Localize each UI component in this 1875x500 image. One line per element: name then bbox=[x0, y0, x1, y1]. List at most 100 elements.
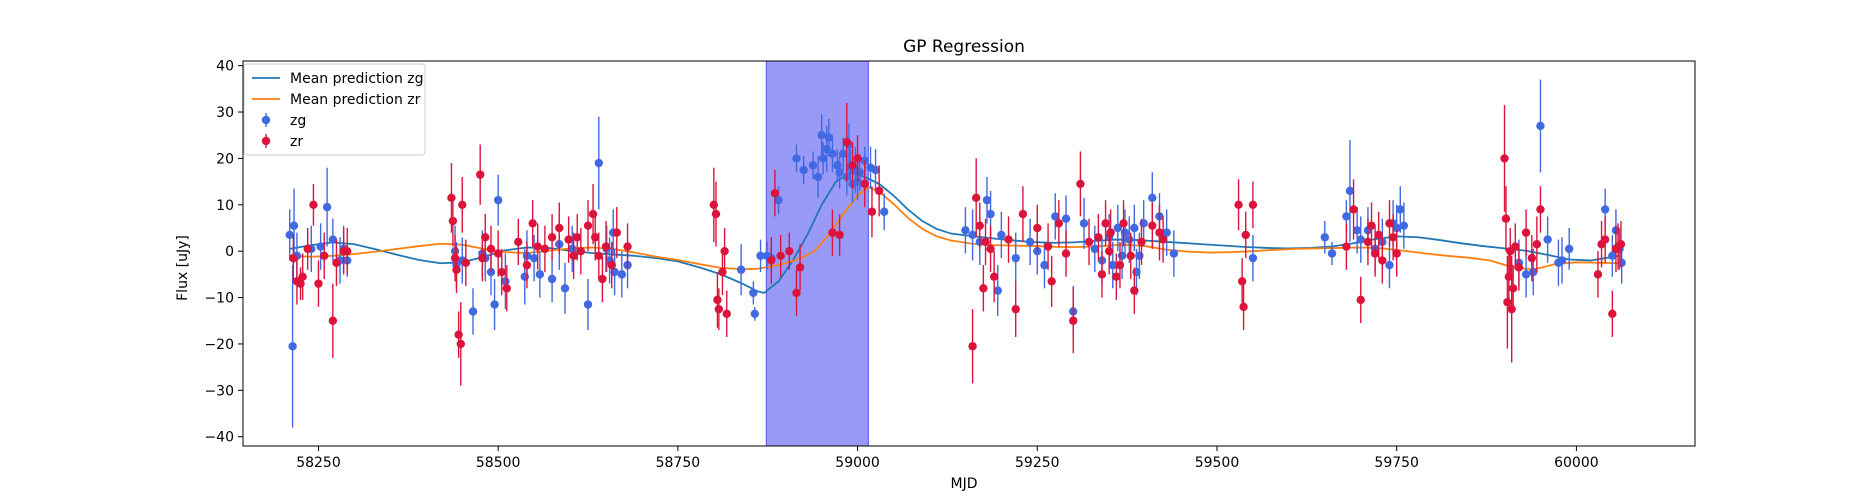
y-tick-label: −30 bbox=[204, 383, 234, 399]
data-point-zr bbox=[968, 342, 977, 351]
data-point-zr bbox=[458, 200, 467, 209]
x-tick-label: 58750 bbox=[656, 455, 701, 471]
data-point-zr bbox=[1101, 219, 1110, 228]
data-point-zg bbox=[1248, 253, 1258, 263]
data-point-zr bbox=[1018, 209, 1028, 219]
data-point-zg bbox=[824, 133, 834, 142]
data-point-zg bbox=[468, 307, 478, 316]
x-tick-label: 59750 bbox=[1374, 455, 1419, 471]
data-point-zr bbox=[1356, 295, 1365, 305]
data-point-zr bbox=[1507, 304, 1516, 314]
data-point-zr bbox=[598, 274, 607, 284]
data-point-zr bbox=[1511, 242, 1520, 251]
x-axis-label: MJD bbox=[951, 476, 978, 492]
data-point-zr bbox=[476, 170, 485, 179]
data-point-zr bbox=[971, 193, 981, 203]
legend-label: Mean prediction zr bbox=[290, 92, 421, 108]
data-point-zr bbox=[1094, 233, 1103, 242]
legend-label: zg bbox=[290, 113, 306, 129]
legend-label: Mean prediction zg bbox=[290, 71, 424, 87]
y-tick-label: 20 bbox=[216, 151, 234, 167]
data-point-zr bbox=[874, 186, 884, 196]
data-point-zr bbox=[607, 260, 616, 270]
legend-point-symbol bbox=[261, 115, 271, 125]
data-point-zg bbox=[1385, 260, 1394, 270]
data-point-zg bbox=[792, 154, 801, 163]
data-point-zg bbox=[1600, 205, 1610, 214]
data-point-zr bbox=[835, 230, 844, 240]
data-point-zr bbox=[1130, 286, 1139, 295]
data-point-zg bbox=[322, 202, 332, 212]
data-point-zg bbox=[750, 309, 759, 319]
data-point-zr bbox=[533, 242, 542, 251]
data-point-zr bbox=[1241, 230, 1250, 240]
data-point-zr bbox=[502, 284, 512, 293]
data-point-zg bbox=[1090, 244, 1099, 254]
data-point-zr bbox=[1532, 240, 1542, 249]
data-point-zg bbox=[749, 288, 758, 298]
data-point-zr bbox=[1234, 200, 1243, 209]
data-point-zr bbox=[981, 237, 990, 247]
data-point-zg bbox=[547, 274, 557, 284]
data-point-zg bbox=[839, 149, 848, 158]
data-point-zg bbox=[982, 195, 992, 205]
legend-label: zr bbox=[290, 134, 303, 150]
data-point-zr bbox=[1104, 246, 1114, 256]
data-point-zg bbox=[855, 168, 864, 177]
data-point-zg bbox=[493, 195, 503, 205]
data-point-zg bbox=[1327, 249, 1337, 258]
data-point-zr bbox=[1388, 233, 1398, 242]
data-point-zr bbox=[450, 253, 460, 263]
data-point-zg bbox=[1536, 121, 1545, 131]
y-axis-label: Flux [uJy] bbox=[175, 235, 191, 301]
data-point-zr bbox=[848, 161, 857, 170]
data-point-zr bbox=[792, 288, 801, 298]
data-point-zr bbox=[1084, 237, 1094, 247]
data-point-zg bbox=[316, 242, 325, 251]
data-point-zr bbox=[461, 258, 471, 267]
data-point-zg bbox=[1135, 251, 1144, 261]
data-point-zg bbox=[285, 230, 294, 240]
data-point-zr bbox=[1392, 249, 1401, 258]
data-point-zg bbox=[774, 195, 783, 205]
data-point-zr bbox=[1115, 260, 1125, 270]
data-point-zg bbox=[520, 272, 529, 281]
data-point-zg bbox=[1108, 260, 1117, 270]
data-point-zr bbox=[447, 193, 456, 203]
data-point-zg bbox=[617, 270, 627, 279]
data-point-zg bbox=[1543, 235, 1552, 244]
data-point-zg bbox=[1345, 186, 1355, 196]
chart-title: GP Regression bbox=[903, 37, 1025, 57]
x-tick-label: 59250 bbox=[1015, 455, 1060, 471]
data-point-zr bbox=[564, 235, 573, 244]
data-point-zg bbox=[808, 161, 818, 170]
data-point-zr bbox=[1237, 277, 1247, 286]
legend-point-symbol bbox=[261, 136, 271, 146]
axes: 58250 58500 58750 59000 59250 59500 59750 60000… bbox=[204, 59, 1696, 471]
data-point-zg bbox=[1040, 260, 1049, 270]
data-point-zr bbox=[1370, 249, 1380, 258]
x-tick-label: 59000 bbox=[835, 455, 880, 471]
data-point-zr bbox=[573, 233, 582, 242]
data-point-zg bbox=[1120, 228, 1130, 237]
data-point-zr bbox=[1158, 235, 1168, 244]
data-point-zr bbox=[612, 228, 621, 237]
data-point-zr bbox=[975, 221, 984, 230]
data-point-zr bbox=[1106, 228, 1115, 237]
data-point-zr bbox=[1126, 251, 1135, 261]
data-point-zr bbox=[718, 267, 727, 277]
data-point-zr bbox=[1004, 235, 1013, 244]
data-point-zr bbox=[1137, 237, 1146, 247]
data-point-zr bbox=[481, 233, 490, 242]
data-point-zg bbox=[756, 251, 765, 261]
data-point-zg bbox=[328, 235, 338, 244]
data-point-zr bbox=[591, 233, 600, 242]
data-point-zr bbox=[979, 284, 988, 293]
data-point-zg bbox=[535, 270, 545, 279]
data-point-zg bbox=[583, 300, 593, 309]
data-point-zg bbox=[1356, 235, 1365, 244]
data-point-zr bbox=[540, 244, 550, 254]
data-point-zr bbox=[860, 179, 869, 189]
data-point-zr bbox=[1503, 298, 1512, 307]
y-tick-label: 0 bbox=[225, 244, 234, 260]
